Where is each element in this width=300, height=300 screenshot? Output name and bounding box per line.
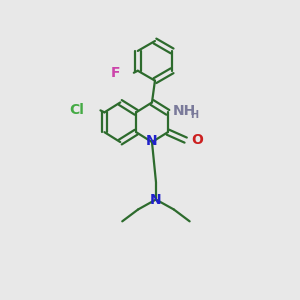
Text: O: O (192, 133, 203, 147)
Text: F: F (110, 66, 120, 80)
Text: N: N (146, 134, 158, 148)
Text: NH: NH (173, 104, 196, 118)
Text: N: N (150, 193, 162, 206)
Text: H: H (190, 110, 198, 120)
Text: Cl: Cl (70, 103, 85, 117)
